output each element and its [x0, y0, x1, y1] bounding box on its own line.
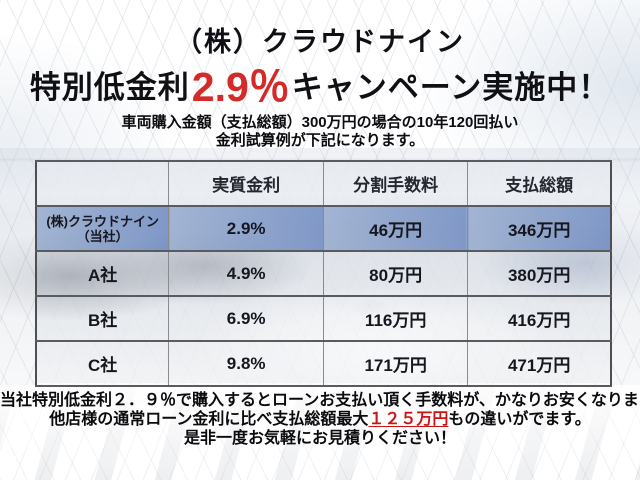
- total-cell: 346万円: [467, 205, 612, 252]
- company-cell: (株)クラウドナイン （当社）: [35, 205, 170, 252]
- pavement-streaks: [0, 385, 640, 480]
- table-row-cloudnine: (株)クラウドナイン （当社） 2.9% 46万円 346万円: [35, 205, 612, 252]
- total-cell: 380万円: [467, 250, 612, 297]
- table-header-row: 実質金利 分割手数料 支払総額: [35, 160, 612, 207]
- table-row-company-a: A社 4.9% 80万円 380万円: [35, 250, 612, 297]
- company-title: （株）クラウドナイン: [175, 27, 465, 57]
- campaign-prefix: 特別低金利: [29, 70, 190, 105]
- company-cell: C社: [35, 340, 170, 387]
- rate-cell: 4.9%: [168, 250, 324, 297]
- rate-cell: 2.9%: [168, 205, 324, 252]
- header-total-payment: 支払総額: [467, 160, 612, 207]
- footer-line2: 他店様の通常ローン金利に比べ支払総額最大１２５万円もの違いがでます。: [0, 410, 640, 429]
- company-cell: B社: [35, 295, 170, 342]
- interest-comparison-table: 実質金利 分割手数料 支払総額 (株)クラウドナイン （当社） 2.9% 46万…: [35, 160, 612, 387]
- header-empty-cell: [35, 160, 170, 207]
- footer-line2-suffix: もの違いがでます。: [448, 411, 591, 428]
- rate-cell: 6.9%: [168, 295, 324, 342]
- table-row-company-c: C社 9.8% 171万円 471万円: [35, 340, 612, 387]
- header-effective-rate: 実質金利: [168, 160, 324, 207]
- footer-line2-prefix: 他店様の通常ローン金利に比べ支払総額最大: [49, 411, 369, 428]
- footer-savings-amount: １２５万円: [368, 411, 449, 428]
- fee-cell: 46万円: [322, 205, 469, 252]
- campaign-rate: 2.9％: [191, 64, 290, 110]
- campaign-suffix: キャンペーン実施中！: [291, 70, 611, 105]
- total-cell: 416万円: [467, 295, 612, 342]
- subtitle-line2: 金利試算例が下記になります。: [215, 132, 425, 149]
- footer-line3: 是非一度お気軽にお見積りください！: [183, 430, 456, 447]
- fee-cell: 80万円: [322, 250, 469, 297]
- fee-cell: 116万円: [322, 295, 469, 342]
- footer-line1: 当社特別低金利２．９％で購入するとローンお支払い頂く手数料が、かなりお安くなりま…: [0, 392, 640, 409]
- company-name: (株)クラウドナイン: [46, 213, 159, 229]
- company-cell: A社: [35, 250, 170, 297]
- campaign-headline: 特別低金利2.9％キャンペーン実施中！: [0, 53, 640, 113]
- table-row-company-b: B社 6.9% 116万円 416万円: [35, 295, 612, 342]
- subtitle-line1: 車両購入金額（支払総額）300万円の場合の10年120回払い: [121, 114, 519, 131]
- company-name-sub: （当社）: [76, 228, 129, 244]
- rate-cell: 9.8%: [168, 340, 324, 387]
- header-installment-fee: 分割手数料: [322, 160, 469, 207]
- total-cell: 471万円: [467, 340, 612, 387]
- fee-cell: 171万円: [322, 340, 469, 387]
- loan-example-subtitle: 車両購入金額（支払総額）300万円の場合の10年120回払い 金利試算例が下記に…: [0, 114, 640, 150]
- footer-notes: 当社特別低金利２．９％で購入するとローンお支払い頂く手数料が、かなりお安くなりま…: [0, 391, 640, 448]
